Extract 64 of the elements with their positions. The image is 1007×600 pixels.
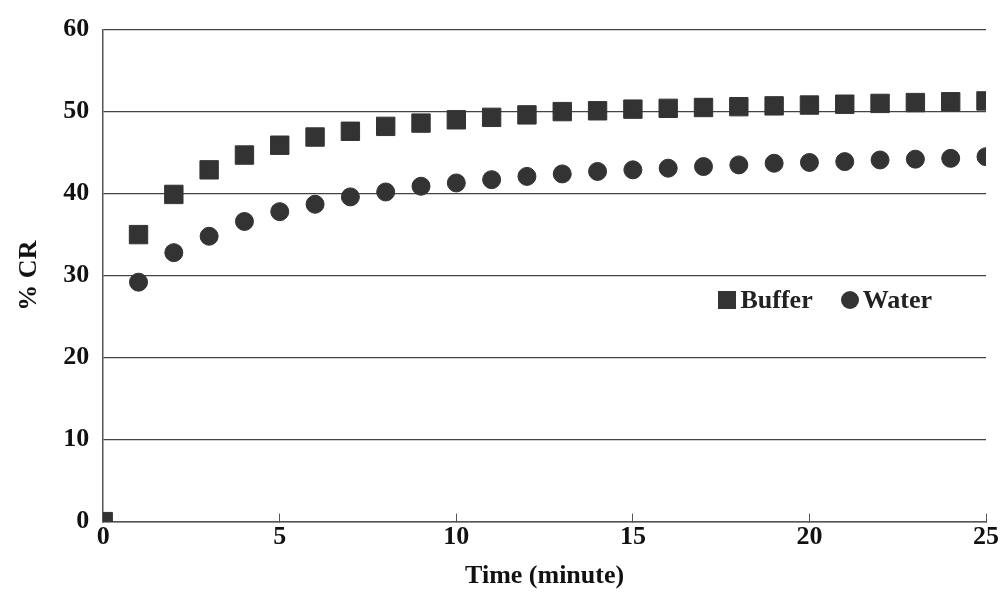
- point: [270, 202, 290, 222]
- point: [340, 187, 360, 207]
- point: [905, 149, 925, 169]
- x-tick-label: 20: [796, 520, 823, 550]
- point: [199, 160, 219, 180]
- point: [693, 97, 714, 118]
- point: [694, 157, 713, 177]
- point: [128, 224, 149, 245]
- point: [517, 166, 537, 186]
- y-tick-label: 40: [63, 177, 90, 207]
- point: [588, 161, 608, 181]
- point: [164, 184, 184, 205]
- point: [799, 152, 819, 172]
- point: [623, 99, 643, 119]
- point: [234, 145, 255, 165]
- point: [658, 158, 678, 178]
- legend-label: Water: [862, 285, 932, 315]
- point: [411, 176, 431, 196]
- point: [164, 243, 184, 263]
- point: [835, 152, 855, 172]
- point: [764, 153, 784, 173]
- point: [234, 211, 254, 231]
- point: [658, 98, 678, 119]
- point: [340, 121, 361, 141]
- point: [729, 155, 749, 175]
- y-tick-label: 30: [63, 259, 90, 289]
- point: [552, 164, 572, 184]
- y-tick-label: 20: [63, 341, 90, 371]
- point: [941, 148, 961, 168]
- point: [446, 173, 466, 193]
- point: [799, 95, 820, 115]
- point: [482, 170, 502, 190]
- point: [446, 110, 467, 130]
- point: [835, 94, 855, 114]
- point: [870, 93, 890, 114]
- y-tick-label: 60: [63, 13, 90, 43]
- point: [870, 150, 890, 170]
- point: [552, 101, 572, 122]
- y-axis-title: % CR: [13, 240, 43, 311]
- point: [199, 226, 219, 246]
- point: [305, 194, 325, 214]
- point: [623, 160, 643, 180]
- x-tick-label: 5: [273, 520, 287, 550]
- point: [764, 96, 784, 116]
- point: [481, 107, 502, 128]
- point: [517, 105, 537, 125]
- point: [905, 92, 926, 113]
- point: [411, 113, 431, 133]
- x-tick-label: 25: [973, 520, 999, 550]
- point: [587, 101, 608, 121]
- point: [129, 272, 149, 292]
- point: [376, 182, 396, 202]
- point: [305, 127, 325, 147]
- point: [941, 92, 961, 112]
- point: [729, 96, 749, 117]
- point: [270, 135, 290, 155]
- y-tick-label: 50: [63, 95, 90, 125]
- y-tick-label: 10: [63, 423, 90, 453]
- x-tick-label: 0: [96, 520, 110, 550]
- x-axis-title: Time (minute): [465, 560, 625, 590]
- legend-label: Buffer: [740, 285, 813, 315]
- x-tick-label: 15: [619, 520, 646, 550]
- point: [376, 116, 396, 137]
- x-tick-label: 10: [443, 520, 470, 550]
